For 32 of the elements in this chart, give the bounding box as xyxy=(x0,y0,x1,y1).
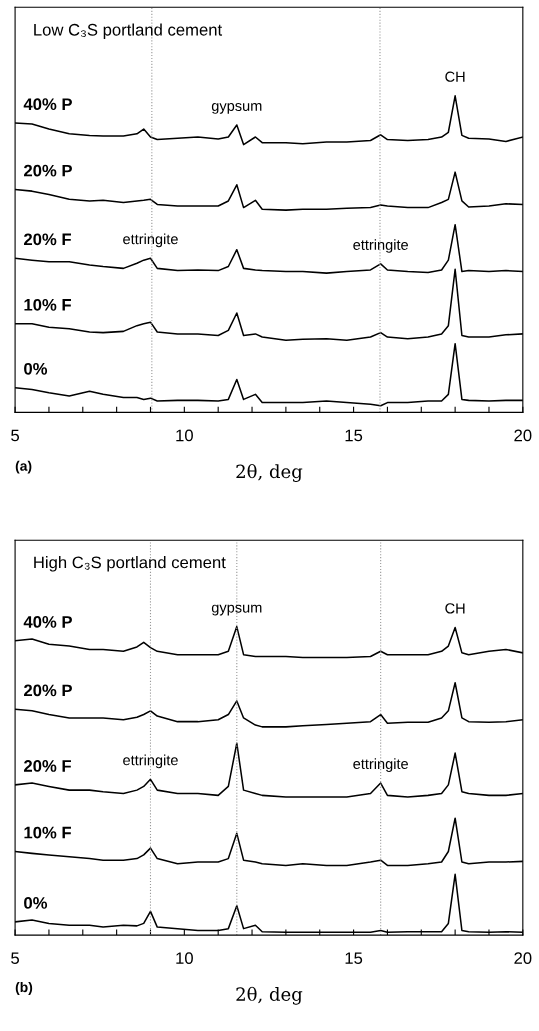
series-label: 20% P xyxy=(24,164,72,177)
x-tick-label: 5 xyxy=(11,429,20,442)
annotation: CH xyxy=(445,71,465,82)
x-tick-label: 15 xyxy=(345,429,363,442)
annotation: ettringite xyxy=(123,754,178,769)
text: (b) xyxy=(15,981,33,995)
series-label: 20% F xyxy=(24,760,71,772)
annotation: ettringite xyxy=(353,758,408,772)
chart-title: High C₃S portland cement xyxy=(34,556,226,572)
series-label: 0% xyxy=(24,362,48,375)
series-label: 10% F xyxy=(24,826,71,839)
x-tick-label: 20 xyxy=(514,429,532,442)
x-tick-label: 10 xyxy=(176,952,193,965)
x-tick-label: 10 xyxy=(176,429,193,442)
x-tick-label: 20 xyxy=(514,952,532,965)
annotation: ettringite xyxy=(123,233,178,248)
x-axis-title: 2θ, deg xyxy=(236,464,303,482)
text: (a) xyxy=(15,460,32,474)
series-label: 40% P xyxy=(23,98,72,111)
series-label: 0% xyxy=(24,897,48,909)
series-label: 20% P xyxy=(24,684,72,697)
x-tick-label: 15 xyxy=(345,952,363,965)
x-tick-label: 5 xyxy=(11,952,20,965)
series-label: 20% F xyxy=(24,233,71,246)
annotation: gypsum xyxy=(211,102,262,114)
annotation: gypsum xyxy=(211,604,262,616)
series-label: 40% P xyxy=(23,615,72,628)
annotation: ettringite xyxy=(353,239,408,253)
series-label: 10% F xyxy=(24,298,71,311)
x-axis-title: 2θ, deg xyxy=(236,986,303,1005)
annotation: CH xyxy=(445,603,465,614)
chart-title: Low C₃S portland cement xyxy=(34,23,223,39)
